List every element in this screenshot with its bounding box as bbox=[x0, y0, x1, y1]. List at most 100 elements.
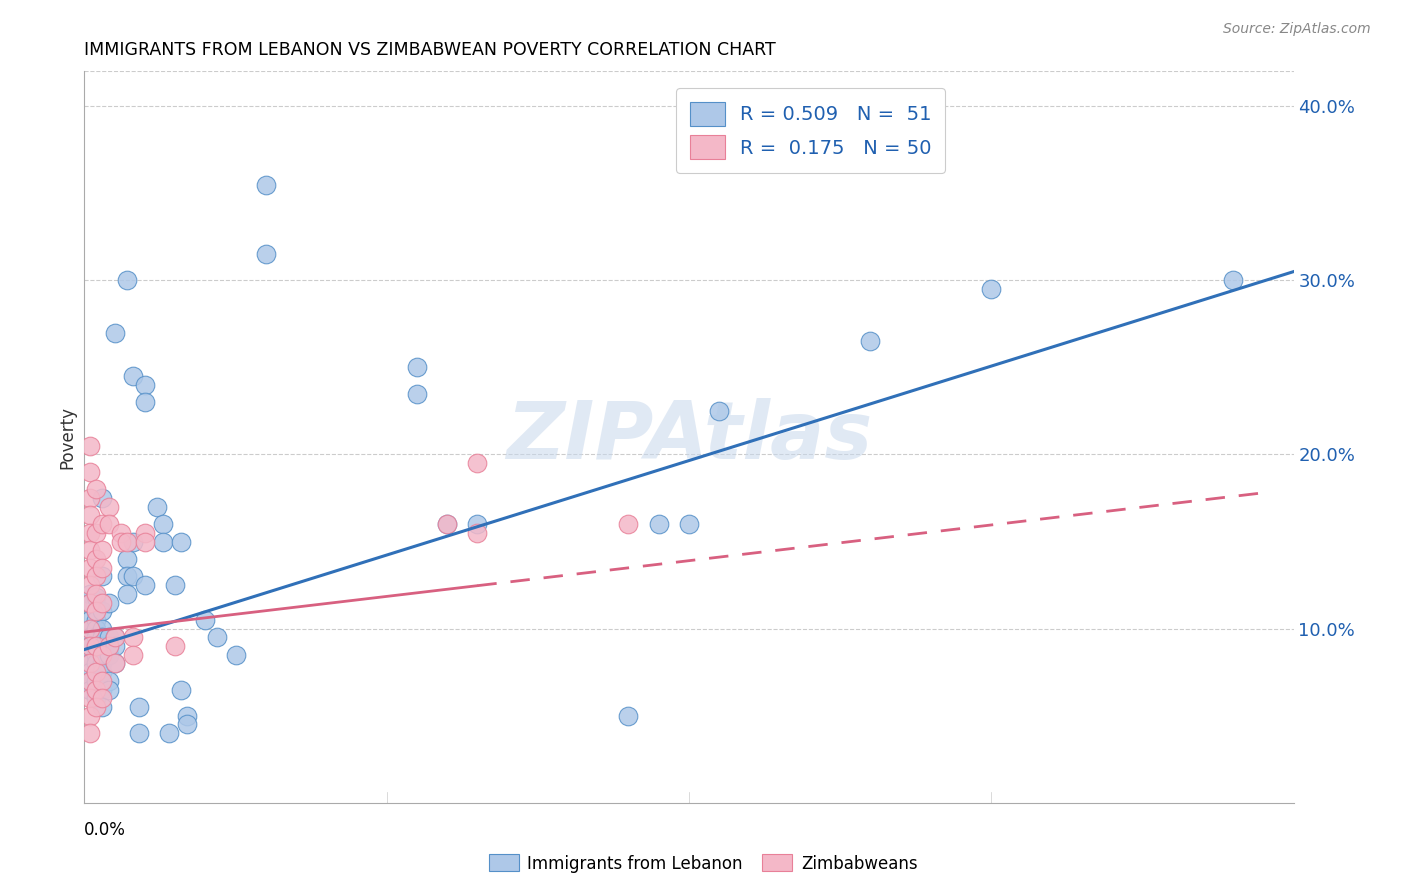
Point bbox=[91, 595, 114, 609]
Point bbox=[176, 708, 198, 723]
Point bbox=[134, 377, 156, 392]
Point bbox=[406, 386, 429, 401]
Point bbox=[115, 534, 138, 549]
Point bbox=[97, 648, 120, 662]
Point bbox=[86, 591, 108, 605]
Point bbox=[104, 657, 127, 671]
Point bbox=[79, 657, 101, 671]
Point bbox=[709, 404, 731, 418]
Point bbox=[467, 517, 489, 532]
Point bbox=[79, 587, 101, 601]
Point bbox=[170, 682, 193, 697]
Point bbox=[436, 517, 458, 532]
Point bbox=[86, 639, 108, 653]
Text: IMMIGRANTS FROM LEBANON VS ZIMBABWEAN POVERTY CORRELATION CHART: IMMIGRANTS FROM LEBANON VS ZIMBABWEAN PO… bbox=[84, 41, 776, 59]
Point bbox=[104, 639, 127, 653]
Point bbox=[86, 682, 108, 697]
Point bbox=[86, 525, 108, 540]
Point bbox=[86, 587, 108, 601]
Legend: R = 0.509   N =  51, R =  0.175   N = 50: R = 0.509 N = 51, R = 0.175 N = 50 bbox=[676, 88, 945, 173]
Point bbox=[79, 639, 101, 653]
Point bbox=[79, 673, 101, 688]
Point bbox=[91, 631, 114, 645]
Point bbox=[79, 691, 101, 706]
Point bbox=[207, 631, 229, 645]
Point bbox=[134, 578, 156, 592]
Point bbox=[91, 665, 114, 680]
Point bbox=[254, 178, 277, 192]
Point bbox=[79, 673, 101, 688]
Point bbox=[79, 508, 101, 523]
Point bbox=[115, 587, 138, 601]
Point bbox=[86, 665, 108, 680]
Point bbox=[97, 500, 120, 514]
Point bbox=[617, 517, 640, 532]
Point bbox=[91, 648, 114, 662]
Point bbox=[91, 604, 114, 618]
Point bbox=[121, 631, 143, 645]
Text: 0.0%: 0.0% bbox=[84, 821, 127, 839]
Point bbox=[134, 395, 156, 409]
Point bbox=[79, 560, 101, 574]
Point bbox=[104, 631, 127, 645]
Text: ZIPAtlas: ZIPAtlas bbox=[506, 398, 872, 476]
Point bbox=[86, 673, 108, 688]
Point bbox=[86, 604, 108, 618]
Point bbox=[79, 648, 101, 662]
Point bbox=[79, 525, 101, 540]
Point bbox=[1222, 273, 1244, 287]
Point bbox=[128, 726, 150, 740]
Point bbox=[91, 639, 114, 653]
Point bbox=[79, 665, 101, 680]
Point bbox=[115, 273, 138, 287]
Point bbox=[97, 682, 120, 697]
Point bbox=[86, 648, 108, 662]
Point bbox=[91, 560, 114, 574]
Point bbox=[91, 700, 114, 714]
Point bbox=[97, 639, 120, 653]
Point bbox=[648, 517, 671, 532]
Point bbox=[86, 622, 108, 636]
Legend: Immigrants from Lebanon, Zimbabweans: Immigrants from Lebanon, Zimbabweans bbox=[482, 847, 924, 880]
Point bbox=[86, 631, 108, 645]
Point bbox=[110, 534, 132, 549]
Point bbox=[110, 525, 132, 540]
Point bbox=[254, 247, 277, 261]
Point bbox=[91, 543, 114, 558]
Point bbox=[194, 613, 217, 627]
Point bbox=[86, 639, 108, 653]
Point bbox=[115, 569, 138, 583]
Text: Source: ZipAtlas.com: Source: ZipAtlas.com bbox=[1223, 22, 1371, 37]
Point bbox=[617, 708, 640, 723]
Point bbox=[176, 717, 198, 731]
Point bbox=[79, 708, 101, 723]
Point bbox=[97, 631, 120, 645]
Point bbox=[436, 517, 458, 532]
Point bbox=[678, 517, 700, 532]
Point bbox=[79, 595, 101, 609]
Point bbox=[86, 483, 108, 497]
Point bbox=[86, 682, 108, 697]
Point bbox=[86, 552, 108, 566]
Point bbox=[97, 673, 120, 688]
Point bbox=[152, 534, 174, 549]
Point bbox=[86, 691, 108, 706]
Point bbox=[467, 525, 489, 540]
Point bbox=[128, 700, 150, 714]
Point bbox=[79, 578, 101, 592]
Point bbox=[157, 726, 180, 740]
Point bbox=[121, 534, 143, 549]
Point bbox=[86, 569, 108, 583]
Point bbox=[79, 639, 101, 653]
Point bbox=[104, 657, 127, 671]
Point bbox=[91, 648, 114, 662]
Point bbox=[146, 500, 169, 514]
Point bbox=[79, 622, 101, 636]
Point bbox=[91, 517, 114, 532]
Point bbox=[104, 326, 127, 340]
Point bbox=[97, 595, 120, 609]
Point bbox=[91, 622, 114, 636]
Point bbox=[91, 691, 114, 706]
Point bbox=[79, 622, 101, 636]
Point bbox=[79, 543, 101, 558]
